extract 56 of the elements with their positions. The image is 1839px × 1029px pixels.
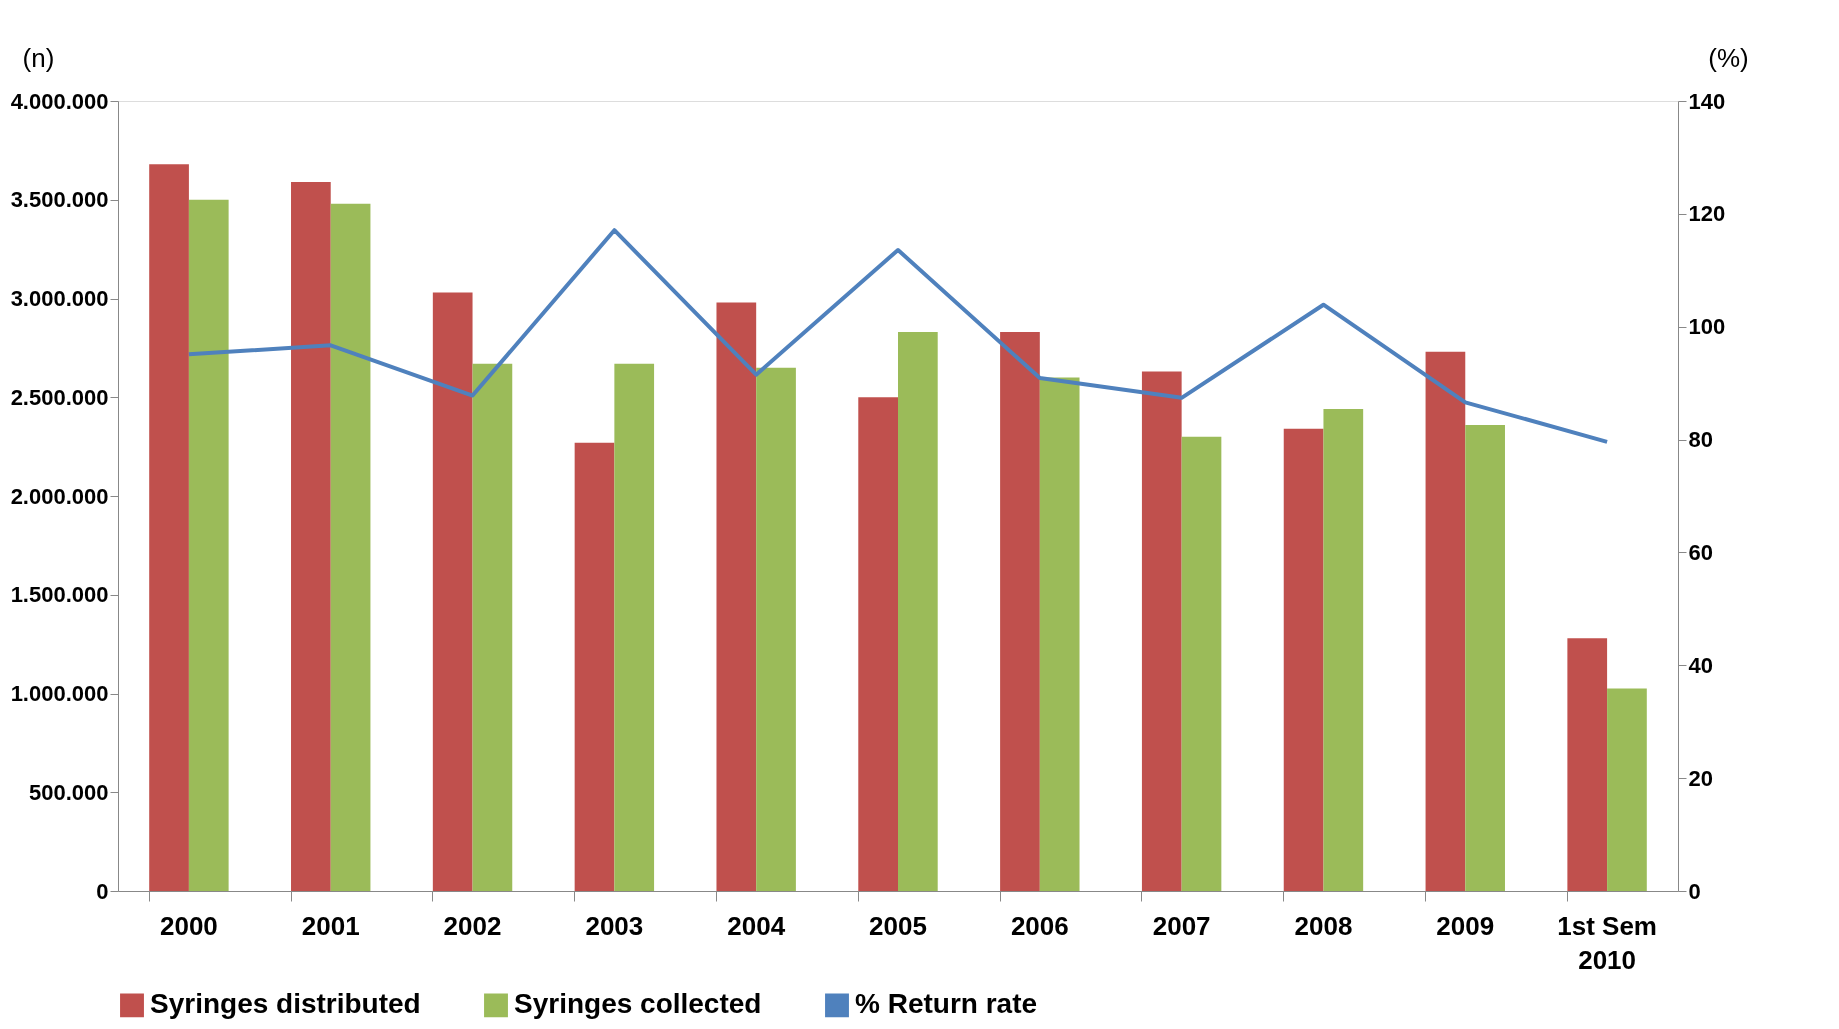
y2-tick-label: 20 — [1688, 765, 1713, 791]
y2-tick-label: 80 — [1688, 427, 1713, 453]
bar — [614, 363, 655, 891]
y-tick-label: 1.000.000 — [10, 681, 109, 706]
bar — [574, 442, 615, 891]
x-tick-label: 2001 — [301, 910, 360, 941]
bar — [432, 292, 473, 891]
bar — [1000, 332, 1040, 891]
x-tick-label: 1st Sem 2010 — [1557, 910, 1657, 975]
y-tick-label: 3.000.000 — [10, 286, 109, 311]
x-tick-label: 2006 — [1010, 910, 1069, 941]
y2-tick-label: 0 — [1688, 878, 1701, 904]
bar — [1181, 436, 1222, 891]
y2-tick-label: 40 — [1688, 652, 1713, 678]
x-tick-label: 2009 — [1436, 910, 1495, 941]
bar — [1323, 409, 1364, 891]
x-tick-label: 2004 — [727, 910, 786, 941]
bar — [898, 332, 938, 891]
x-tick-label: 2002 — [443, 910, 502, 941]
x-tick-label: 2008 — [1294, 910, 1353, 941]
x-tick-label: 2005 — [869, 910, 927, 941]
y2-axis-title: (%) — [1708, 42, 1749, 73]
y-tick-label: 0 — [96, 878, 109, 904]
x-tick-label: 2000 — [159, 910, 218, 941]
bar — [472, 363, 513, 891]
bar — [1567, 638, 1608, 891]
bar — [858, 397, 898, 891]
y-tick-label: 1.500.000 — [10, 582, 109, 608]
bar — [188, 199, 229, 891]
y2-tick-label: 100 — [1688, 314, 1726, 340]
x-tick-label: 2003 — [585, 910, 644, 941]
bar — [330, 203, 371, 891]
legend-label: Syringes collected — [514, 988, 762, 1020]
y-tick-label: 3.500.000 — [10, 187, 109, 213]
y2-tick-label: 120 — [1688, 201, 1726, 227]
y-axis-title: (n) — [22, 42, 55, 73]
bar — [1283, 428, 1324, 891]
legend-label: % Return rate — [855, 988, 1038, 1020]
bar — [291, 181, 331, 891]
bar — [149, 164, 189, 891]
bar — [716, 302, 757, 891]
y2-tick-label: 60 — [1688, 539, 1713, 565]
y-tick-label: 4.000.000 — [10, 88, 109, 114]
legend-label: Syringes distributed — [150, 988, 421, 1020]
bar — [1465, 424, 1505, 891]
bar — [1425, 351, 1466, 891]
bar — [756, 367, 796, 891]
y-tick-label: 500.000 — [28, 779, 109, 805]
y2-tick-label: 140 — [1688, 88, 1726, 114]
bar — [1141, 371, 1182, 891]
line-series — [186, 228, 1610, 444]
bar — [1607, 688, 1647, 891]
y-tick-label: 2.000.000 — [10, 483, 109, 509]
bar — [1039, 377, 1080, 891]
y-tick-label: 2.500.000 — [10, 384, 109, 410]
x-tick-label: 2007 — [1152, 910, 1211, 941]
